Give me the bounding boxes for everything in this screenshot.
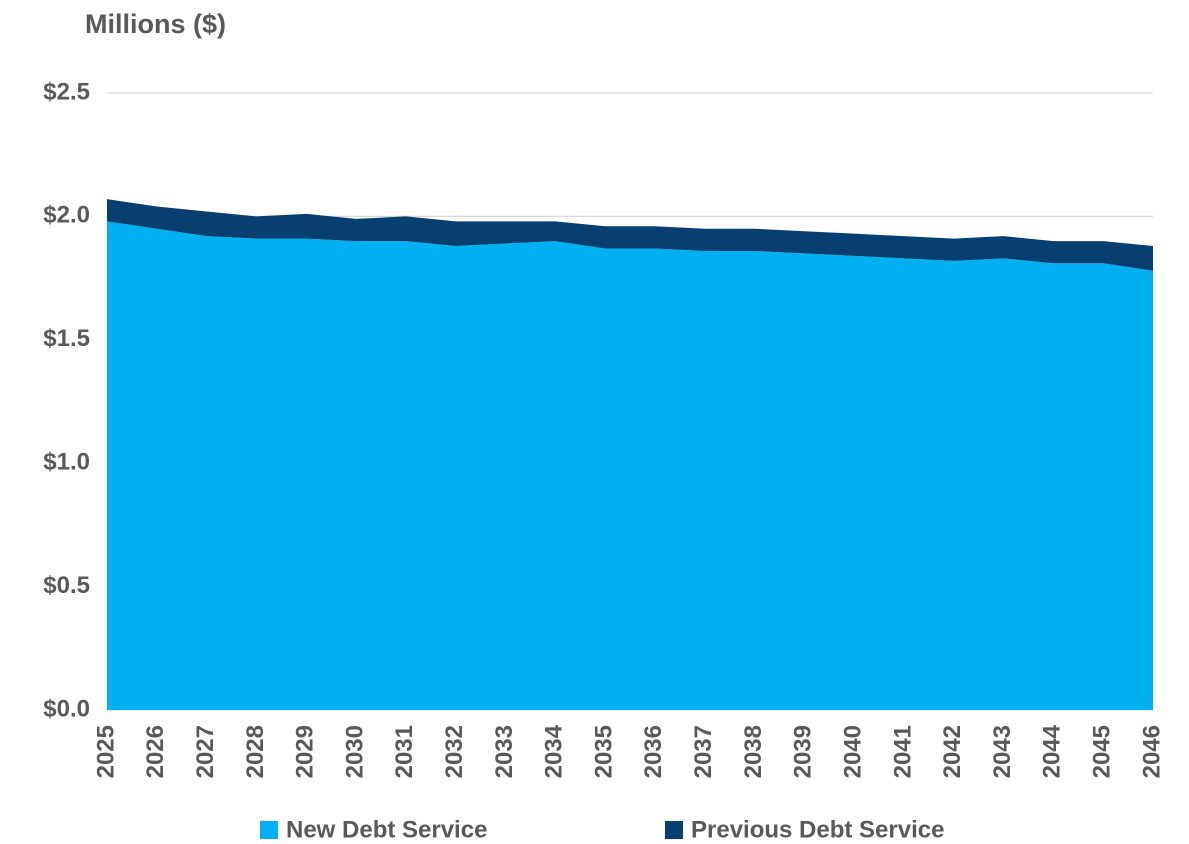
x-tick-label: 2046 [1138,725,1165,778]
x-tick-label: 2038 [740,725,767,778]
legend-label: Previous Debt Service [691,816,944,843]
x-tick-label: 2035 [590,725,617,778]
x-tick-label: 2040 [839,725,866,778]
x-tick-label: 2044 [1039,724,1066,778]
x-tick-label: 2026 [142,725,169,778]
legend-swatch [260,821,278,839]
x-tick-label: 2025 [92,725,119,778]
x-tick-label: 2036 [640,725,667,778]
x-tick-label: 2037 [690,725,717,778]
x-tick-label: 2043 [989,725,1016,778]
area [107,199,1153,271]
legend-label: New Debt Service [286,816,487,843]
x-tick-label: 2031 [391,725,418,778]
x-tick-label: 2045 [1089,725,1116,778]
axis-title: Millions ($) [85,9,226,39]
y-tick-label: $1.5 [43,325,90,352]
x-tick-label: 2034 [541,724,568,778]
legend-swatch [665,821,683,839]
x-tick-label: 2041 [889,725,916,778]
y-tick-label: $1.0 [43,449,90,476]
y-tick-label: $2.0 [43,202,90,229]
x-tick-label: 2028 [242,725,269,778]
x-tick-label: 2030 [341,725,368,778]
y-tick-label: $0.0 [43,695,90,722]
y-tick-label: $0.5 [43,572,90,599]
x-tick-label: 2032 [441,725,468,778]
y-tick-label: $2.5 [43,78,90,105]
x-tick-label: 2039 [790,725,817,778]
x-tick-label: 2027 [192,725,219,778]
x-tick-label: 2033 [491,725,518,778]
area [107,221,1153,710]
x-tick-label: 2029 [292,725,319,778]
x-tick-label: 2042 [939,725,966,778]
